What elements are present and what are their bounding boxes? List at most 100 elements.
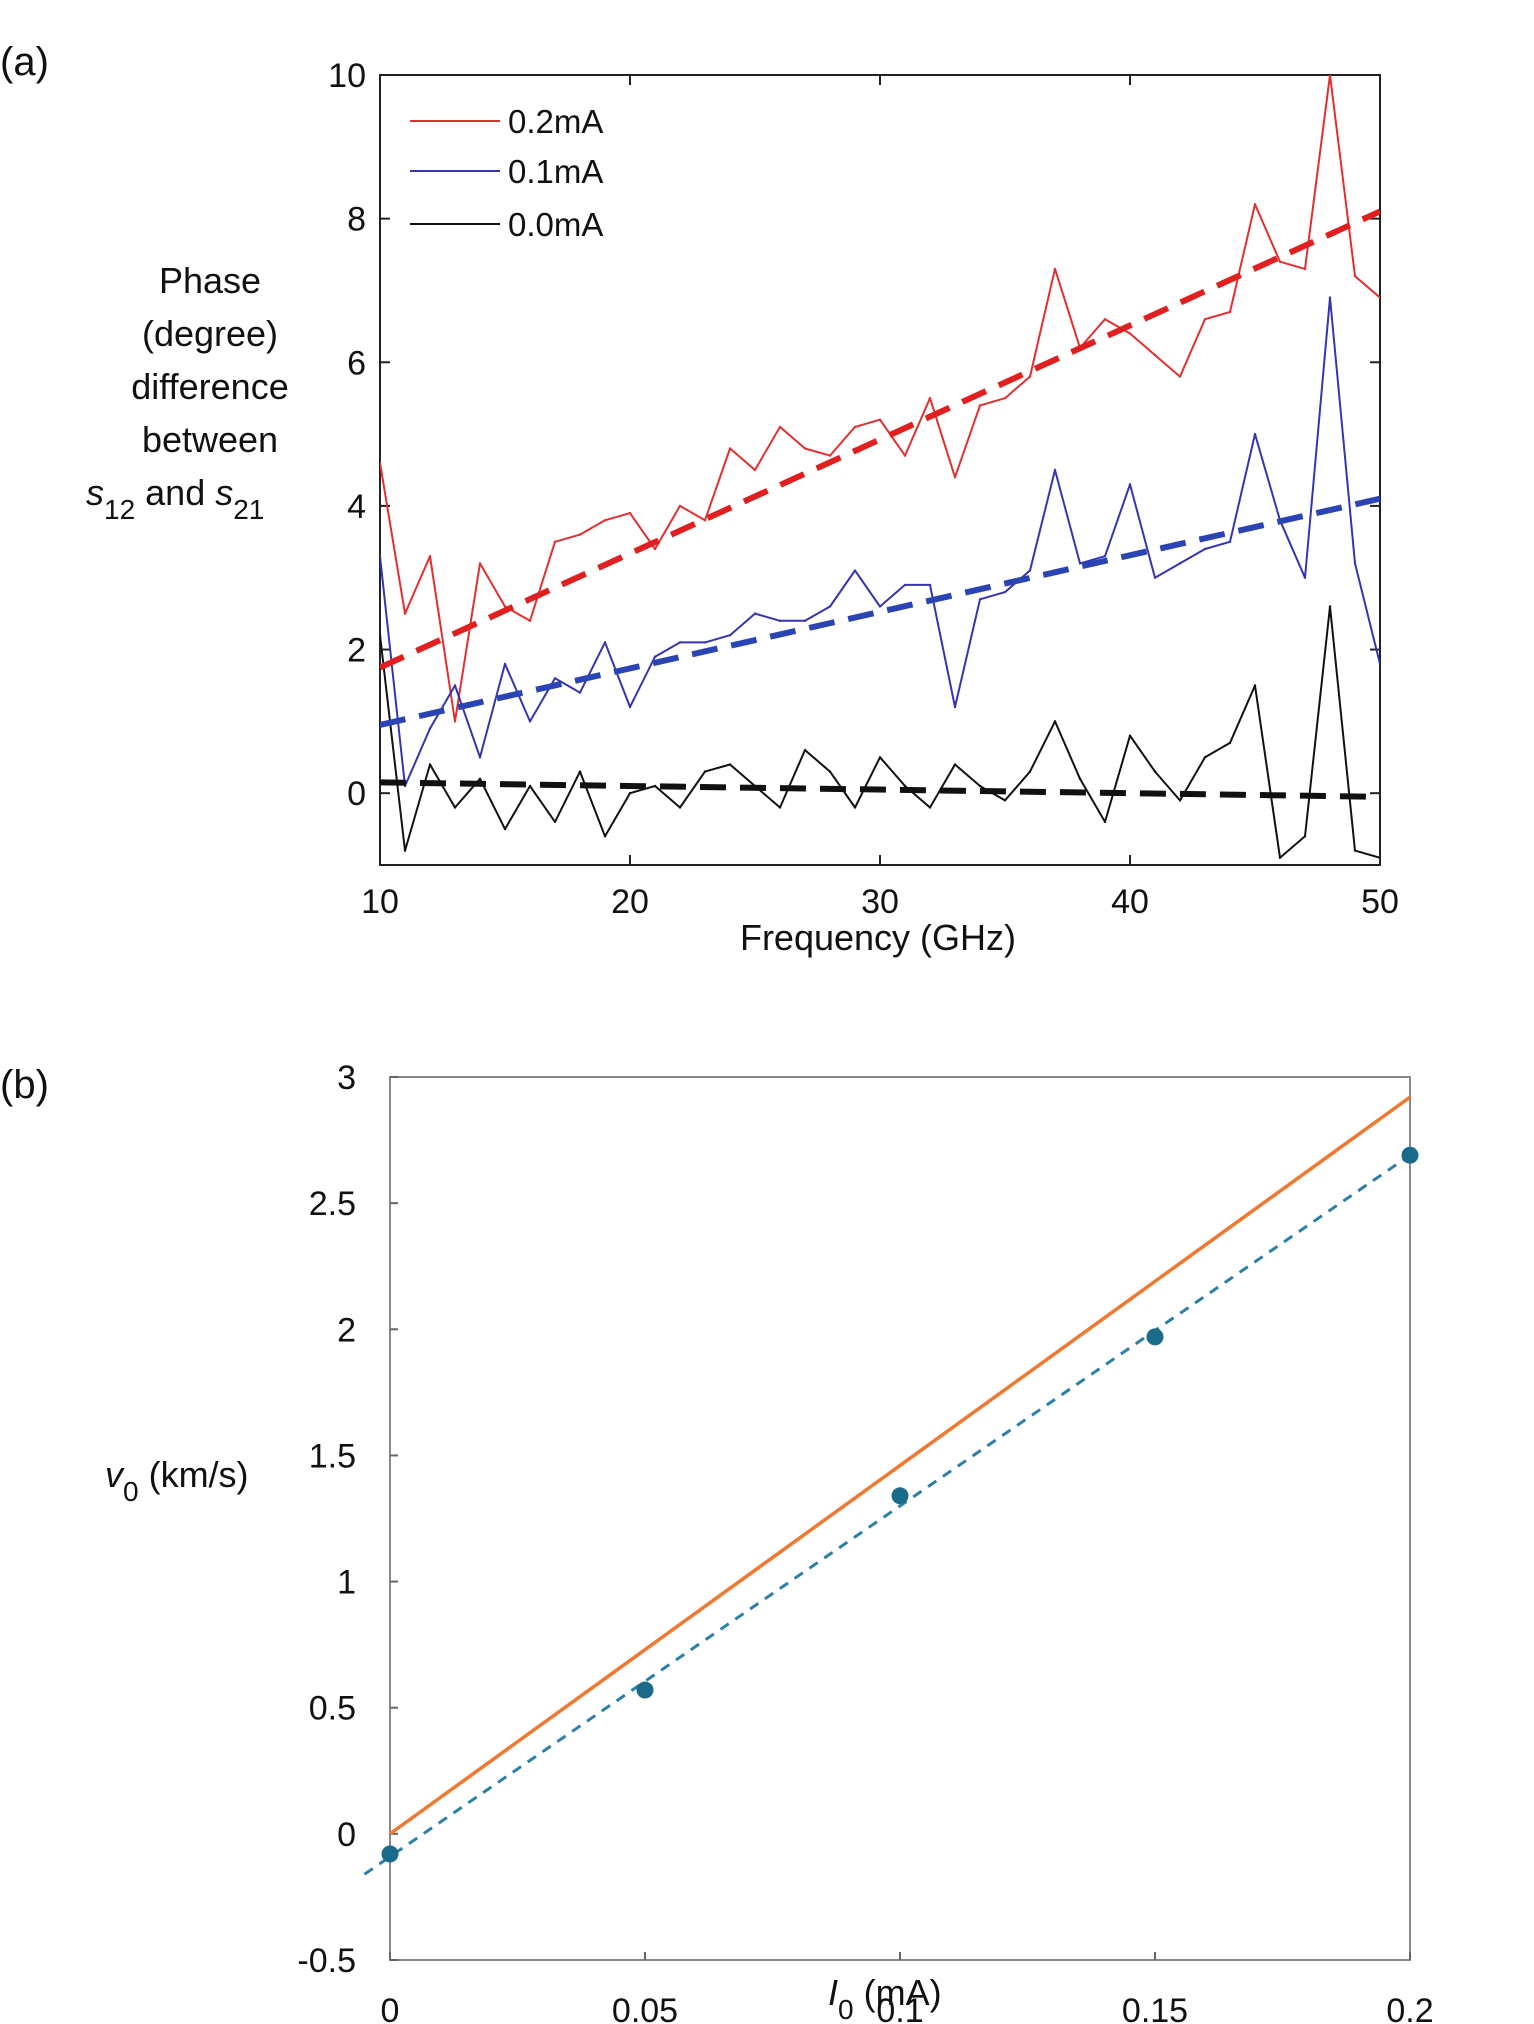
data-point-0.2mA-30: [878, 418, 882, 421]
panel-a-series-area: [380, 75, 1380, 860]
ylabel-line-2: (degree): [142, 313, 278, 354]
y-tick-label-10: 10: [328, 57, 366, 95]
data-point-0.0mA-42: [1178, 799, 1182, 802]
data-point-0.2mA-43: [1203, 317, 1207, 321]
data-point-0.2mA-31: [903, 454, 907, 457]
data-point-0.2mA-48: [1328, 75, 1332, 77]
ylabel-var-v: v: [105, 1454, 125, 1495]
data-point-0.1mA-31: [903, 583, 907, 587]
data-point-0.0mA-33: [953, 763, 957, 766]
data-point-0.2mA-34: [978, 404, 982, 407]
data-point-0.2mA-24: [728, 447, 732, 450]
panel-a-plot: 10 20 30 40 50 0 2 4 6 8 10: [328, 57, 1399, 921]
panel-b-label: (b): [0, 1063, 49, 1107]
data-point-0.2mA-44: [1228, 310, 1232, 314]
data-point-0.2mA-27: [803, 447, 807, 450]
data-point-0.0mA-24: [728, 763, 732, 766]
data-point-0.2mA-50: [1378, 296, 1380, 299]
data-point-0.0mA-16: [528, 784, 532, 788]
data-point-0.2mA-25: [753, 468, 757, 472]
data-point-0.0mA-19: [603, 835, 607, 838]
data-point-0.1mA-12: [428, 727, 432, 730]
data-point-0.1mA-32: [928, 583, 932, 587]
x-tick-label-30: 30: [861, 883, 899, 921]
x-tick-label-0.1: 0.1: [876, 1992, 923, 2024]
data-point-0.1mA-14: [478, 756, 482, 759]
data-point-0.1mA-21: [653, 655, 657, 658]
data-point-0.0mA-45: [1253, 684, 1257, 687]
y-tick-label-0.5: 0.5: [309, 1690, 356, 1728]
panel-b-xlabel: I0 (mA): [828, 1972, 942, 2024]
data-point-0.2mA-22: [678, 504, 682, 508]
ylabel-s12-sub: 12: [104, 494, 135, 525]
data-point-0.2mA-49: [1353, 274, 1357, 278]
data-point-0.1mA-47: [1303, 576, 1307, 579]
panel-a-label: (a): [0, 40, 49, 84]
legend-label-0.2mA: 0.2mA: [508, 103, 603, 140]
data-point-0.2mA-12: [428, 554, 432, 558]
data-point-0.2mA-10: [380, 461, 382, 465]
y-tick-label-4: 4: [347, 488, 366, 526]
legend-label-0.0mA: 0.0mA: [508, 206, 603, 243]
data-point-0.1mA-15: [503, 662, 507, 666]
ylabel-s21-var: s: [215, 472, 233, 513]
data-point-0.1mA-44: [1228, 540, 1232, 544]
ylabel-s12-var: s: [86, 472, 104, 513]
data-point-0.2mA-47: [1303, 267, 1307, 271]
data-point-0.2mA-36: [1028, 375, 1032, 378]
data-point-0.2mA-35: [1003, 396, 1007, 400]
data-point-0.1mA-30: [878, 605, 882, 608]
data-point-0.1mA-22: [678, 641, 682, 644]
data-point-0.0mA-23: [703, 770, 707, 773]
data-point-0: [381, 1845, 399, 1863]
data-point-0.0mA-48: [1328, 605, 1332, 608]
data-point-0.2mA-28: [828, 454, 832, 457]
data-point-0.1mA-29: [853, 569, 857, 572]
data-point-0.2mA-19: [603, 519, 607, 522]
y-tick-label-2: 2: [347, 632, 366, 670]
data-point-0.1mA-16: [528, 720, 532, 723]
data-point-0.2mA-11: [403, 612, 407, 615]
data-point-0.1mA-37: [1053, 468, 1057, 472]
data-point-0.1: [891, 1487, 909, 1505]
data-point-0.0mA-47: [1303, 835, 1307, 838]
data-point-0.0mA-39: [1103, 820, 1107, 824]
data-point-0.2mA-13: [453, 720, 457, 723]
data-point-0.2mA-16: [528, 619, 532, 623]
data-point-0.2mA-29: [853, 425, 857, 429]
y-tick-label-1.5: 1.5: [309, 1437, 356, 1475]
data-point-0.0mA-34: [978, 784, 982, 788]
data-point-0.0mA-50: [1378, 856, 1380, 860]
data-point-0.0mA-18: [578, 770, 582, 773]
ylabel-line-3: difference: [131, 366, 288, 407]
y-tick-label--0.5: -0.5: [297, 1942, 356, 1980]
ylabel-s21-sub: 21: [233, 494, 264, 525]
y-tick-label-1: 1: [337, 1564, 356, 1602]
data-point-0.1mA-40: [1128, 483, 1132, 486]
panel-b-ylabel: v0 (km/s): [105, 1454, 249, 1507]
data-point-0.1mA-19: [603, 641, 607, 644]
data-point-0.0mA-32: [928, 806, 932, 809]
data-point-0.1mA-26: [778, 619, 782, 623]
data-point-0.2mA-26: [778, 425, 782, 429]
data-point-0.0mA-26: [778, 806, 782, 809]
panel-a-axes-box: [379, 74, 1381, 866]
data-point-0.1mA-35: [1003, 590, 1007, 594]
data-point-0.2mA-46: [1278, 260, 1282, 263]
data-point-0.1mA-48: [1328, 296, 1332, 299]
data-point-0.0mA-11: [403, 849, 407, 852]
data-point-0.1mA-39: [1103, 554, 1107, 558]
data-point-0.0mA-29: [853, 806, 857, 809]
ylabel-sub-0: 0: [123, 1476, 139, 1507]
ylabel-line-4: between: [142, 419, 278, 460]
ylabel-line-5: s12 and s21: [86, 472, 264, 525]
y-tick-label-0: 0: [337, 1816, 356, 1854]
data-point-0.0mA-37: [1053, 720, 1057, 723]
data-point-0.2: [1401, 1146, 1419, 1164]
data-point-0.0mA-27: [803, 748, 807, 752]
y-tick-label-2.5: 2.5: [309, 1185, 356, 1223]
y-tick-label-3: 3: [337, 1059, 356, 1097]
data-point-0.1mA-36: [1028, 569, 1032, 572]
data-point-0.0mA-38: [1078, 777, 1082, 781]
